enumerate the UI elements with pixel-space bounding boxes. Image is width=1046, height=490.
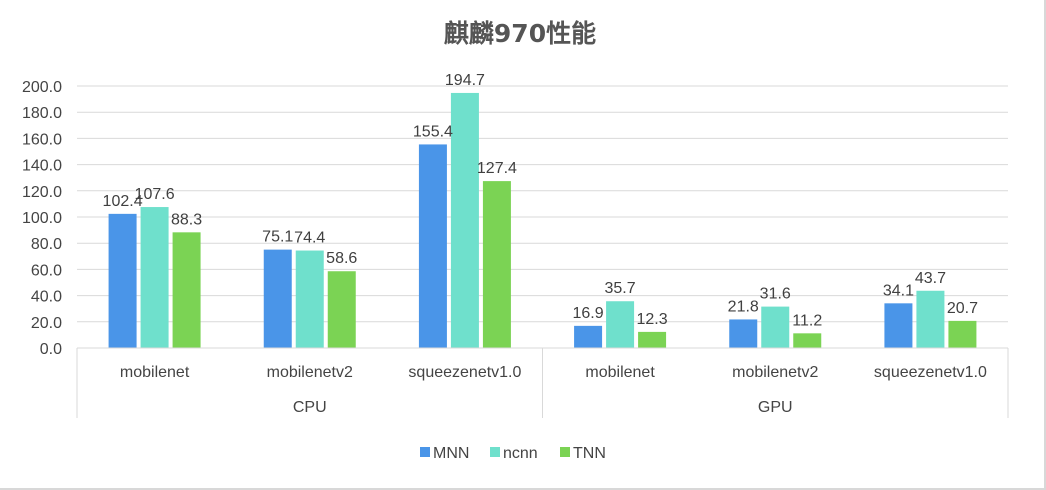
- y-tick-label: 60.0: [31, 262, 62, 279]
- x-group-label: GPU: [758, 399, 793, 416]
- bar-ncnn-2: [295, 250, 324, 348]
- bar-ncnn-6: [916, 290, 945, 348]
- legend-label: MNN: [433, 445, 469, 462]
- data-label: 35.7: [605, 280, 636, 297]
- bar-tnn-3: [482, 181, 511, 348]
- x-group-label: CPU: [293, 399, 327, 416]
- legend-label: ncnn: [503, 445, 538, 462]
- data-label: 107.6: [135, 186, 175, 203]
- y-tick-label: 40.0: [31, 289, 62, 306]
- legend-swatch-ncnn: [490, 447, 500, 457]
- bar-mnn-6: [884, 303, 913, 348]
- y-tick-label: 0.0: [40, 341, 62, 358]
- data-label: 75.1: [262, 229, 293, 246]
- bar-ncnn-4: [606, 301, 635, 348]
- data-label: 21.8: [728, 298, 759, 315]
- data-label: 74.4: [294, 230, 325, 247]
- bar-tnn-1: [172, 232, 201, 348]
- bar-tnn-5: [793, 333, 822, 348]
- data-label: 127.4: [477, 160, 517, 177]
- data-label: 43.7: [915, 270, 946, 287]
- chart-title: 麒麟970性能: [444, 19, 596, 48]
- x-category-label: mobilenetv2: [732, 364, 818, 381]
- y-tick-label: 160.0: [22, 131, 62, 148]
- bar-mnn-5: [729, 319, 758, 348]
- legend-swatch-mnn: [420, 447, 430, 457]
- data-label: 11.2: [792, 312, 822, 329]
- data-label: 58.6: [326, 250, 357, 267]
- data-label: 34.1: [883, 282, 914, 299]
- y-tick-label: 120.0: [22, 184, 62, 201]
- y-tick-label: 80.0: [31, 236, 62, 253]
- data-label: 31.6: [760, 286, 791, 303]
- x-axis: mobilenet mobilenetv2 squeezenetv1.0 mobile…: [76, 347, 1009, 418]
- data-label: 12.3: [637, 311, 668, 328]
- bar-mnn-1: [108, 213, 137, 348]
- y-tick-label: 20.0: [31, 315, 62, 332]
- bar-ncnn-3: [450, 92, 479, 349]
- legend-label: TNN: [573, 445, 606, 462]
- y-tick-label: 180.0: [22, 105, 62, 122]
- data-label: 102.4: [103, 193, 143, 210]
- data-label: 88.3: [171, 211, 202, 228]
- y-tick-label: 100.0: [22, 210, 62, 227]
- x-category-label: squeezenetv1.0: [408, 364, 521, 381]
- x-category-label: mobilenet: [120, 364, 190, 381]
- bars: [108, 92, 977, 349]
- data-label: 194.7: [445, 72, 485, 89]
- data-label: 16.9: [573, 305, 604, 322]
- x-category-label: mobilenetv2: [267, 364, 353, 381]
- legend-swatch-tnn: [560, 447, 570, 457]
- bar-tnn-6: [948, 320, 977, 348]
- data-label: 20.7: [947, 300, 978, 317]
- bar-tnn-2: [327, 271, 356, 348]
- x-category-label: squeezenetv1.0: [874, 364, 987, 381]
- bar-tnn-4: [638, 331, 667, 348]
- bar-ncnn-5: [761, 306, 790, 348]
- y-tick-label: 140.0: [22, 158, 62, 175]
- x-category-label: mobilenet: [585, 364, 655, 381]
- legend: MNN ncnn TNN: [420, 445, 606, 462]
- bar-mnn-4: [574, 325, 603, 348]
- data-label: 155.4: [413, 123, 453, 140]
- bar-mnn-2: [263, 249, 292, 348]
- bar-mnn-3: [418, 144, 447, 348]
- y-tick-label: 200.0: [22, 79, 62, 96]
- bar-ncnn-1: [140, 207, 169, 348]
- y-axis-ticks: 0.0 20.0 40.0 60.0 80.0 100.0 120.0 140.0 160.0 1…: [22, 79, 62, 358]
- gridlines: [77, 85, 1008, 349]
